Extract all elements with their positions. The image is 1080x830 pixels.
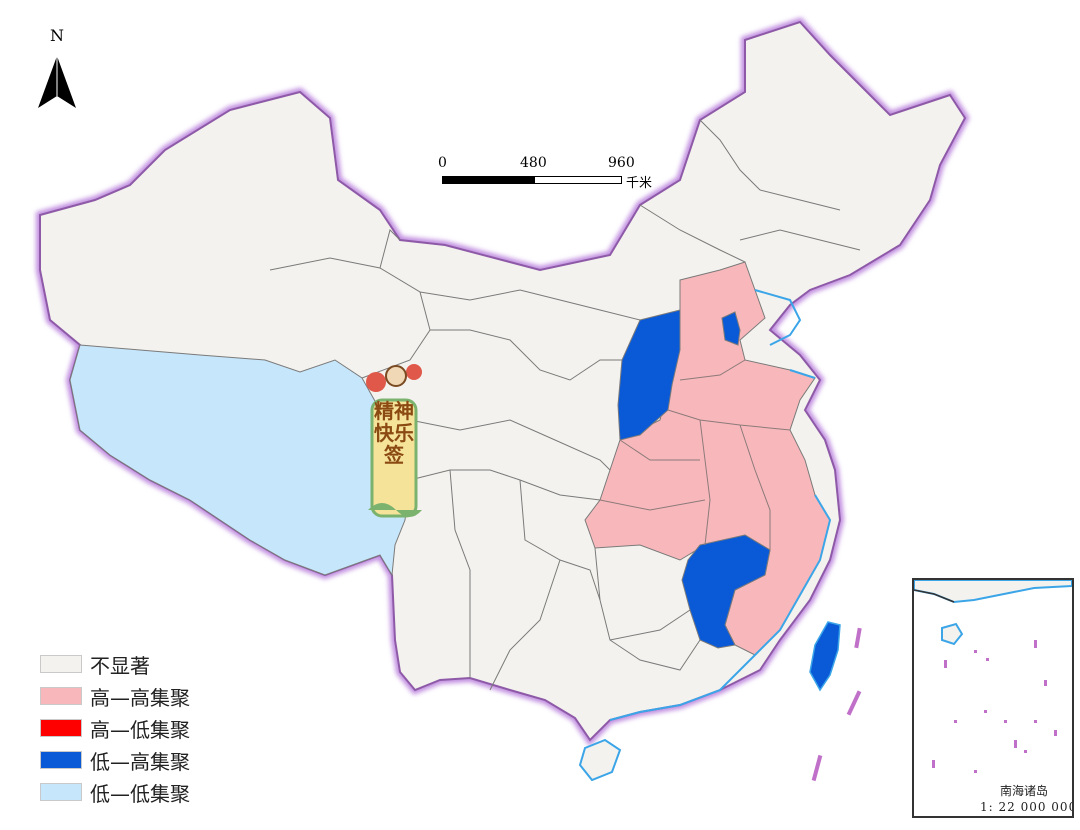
region-low-high-tianjin[interactable] xyxy=(721,311,741,346)
sticker-graphic xyxy=(366,364,422,518)
legend-item: 低—高集聚 xyxy=(40,744,190,776)
scale-bar-white xyxy=(534,176,622,184)
south-sea-marks xyxy=(811,627,862,782)
inset-scale: 1: 22 000 000 xyxy=(980,800,1074,814)
legend: 不显著 高—高集聚 高—低集聚 低—高集聚 低—低集聚 xyxy=(40,648,190,808)
high-high-internal-boundaries xyxy=(599,359,791,550)
south-china-sea-inset: 南海诸岛 1: 22 000 000 xyxy=(912,578,1074,818)
sticker-overlay: 精神快乐签 xyxy=(362,360,424,522)
coastline-east xyxy=(609,289,832,721)
island-hainan xyxy=(578,738,622,782)
legend-item: 高—高集聚 xyxy=(40,680,190,712)
legend-label: 高—高集聚 xyxy=(90,685,190,710)
sticker-text: 精神快乐签 xyxy=(374,399,414,467)
legend-swatch-low-high xyxy=(40,751,82,769)
legend-swatch-high-low xyxy=(40,719,82,737)
legend-swatch-low-low xyxy=(40,783,82,801)
scale-tick-0: 0 xyxy=(438,155,447,171)
legend-swatch-high-high xyxy=(40,687,82,705)
province-boundaries xyxy=(269,119,861,691)
scale-bar-black xyxy=(442,176,534,184)
region-low-high-shanxi[interactable] xyxy=(617,309,681,441)
scale-tick-960: 960 xyxy=(608,155,635,171)
legend-swatch-not-significant xyxy=(40,655,82,673)
inset-title: 南海诸岛 xyxy=(1000,784,1049,798)
legend-label: 低—低集聚 xyxy=(90,781,190,806)
region-low-low-tibet[interactable] xyxy=(69,344,411,577)
scale-tick-480: 480 xyxy=(520,155,547,171)
scale-unit: 千米 xyxy=(626,176,653,191)
legend-label: 高—低集聚 xyxy=(90,717,190,742)
legend-label: 低—高集聚 xyxy=(90,749,190,774)
legend-item: 高—低集聚 xyxy=(40,712,190,744)
inset-map xyxy=(914,580,1072,773)
north-label: N xyxy=(50,26,64,45)
legend-label: 不显著 xyxy=(90,653,150,678)
north-arrow xyxy=(38,56,76,108)
region-low-high-taiwan[interactable] xyxy=(809,621,841,692)
legend-item: 低—低集聚 xyxy=(40,776,190,808)
legend-item: 不显著 xyxy=(40,648,190,680)
scale-bar: 0 480 960 千米 xyxy=(438,155,682,195)
